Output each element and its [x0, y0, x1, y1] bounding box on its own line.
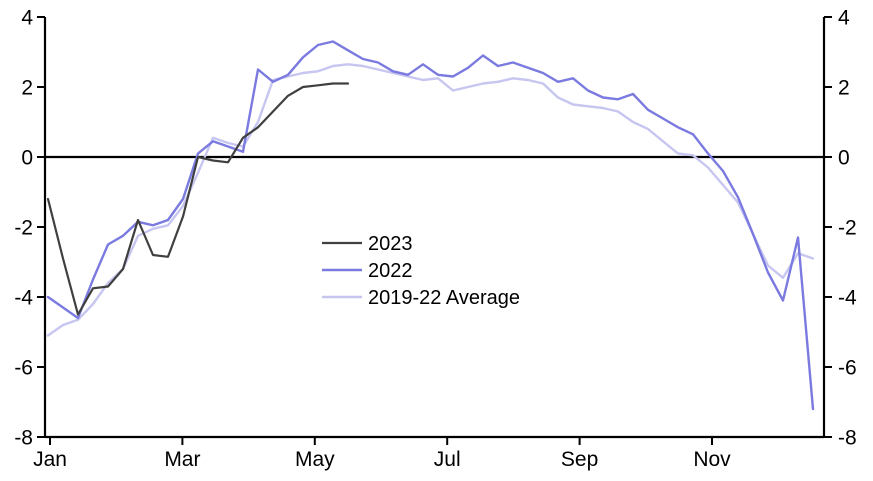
legend-label-2022: 2022 — [368, 260, 413, 282]
x-tick-label: Nov — [693, 448, 731, 471]
right-y-tick-label: -8 — [838, 427, 857, 450]
x-tick-label: Sep — [561, 448, 598, 471]
right-y-tick-label: -6 — [838, 357, 857, 380]
x-tick-label: Mar — [164, 448, 200, 471]
series-line-2022 — [46, 40, 815, 411]
x-tick-label: May — [295, 448, 335, 471]
left-y-tick-label: -4 — [14, 287, 33, 310]
right-y-tick-label: 0 — [838, 147, 850, 170]
legend-label-2023: 2023 — [368, 233, 413, 255]
x-tick-label: Jan — [33, 448, 67, 471]
left-y-tick-label: 2 — [21, 77, 33, 100]
left-y-tick-label: -6 — [14, 357, 33, 380]
right-y-tick-label: -2 — [838, 217, 857, 240]
left-y-tick-label: 4 — [21, 7, 33, 30]
right-y-tick-label: 2 — [838, 77, 850, 100]
right-y-tick-label: -4 — [838, 287, 857, 310]
left-y-tick-label: 0 — [21, 147, 33, 170]
x-tick-label: Jul — [434, 448, 461, 471]
right-y-tick-label: 4 — [838, 7, 850, 30]
left-y-tick-label: -8 — [14, 427, 33, 450]
series-line-2023 — [46, 82, 350, 316]
left-y-tick-label: -2 — [14, 217, 33, 240]
legend-label-2019-22-average: 2019-22 Average — [368, 287, 520, 309]
series-line-2019-22-average — [46, 63, 815, 337]
